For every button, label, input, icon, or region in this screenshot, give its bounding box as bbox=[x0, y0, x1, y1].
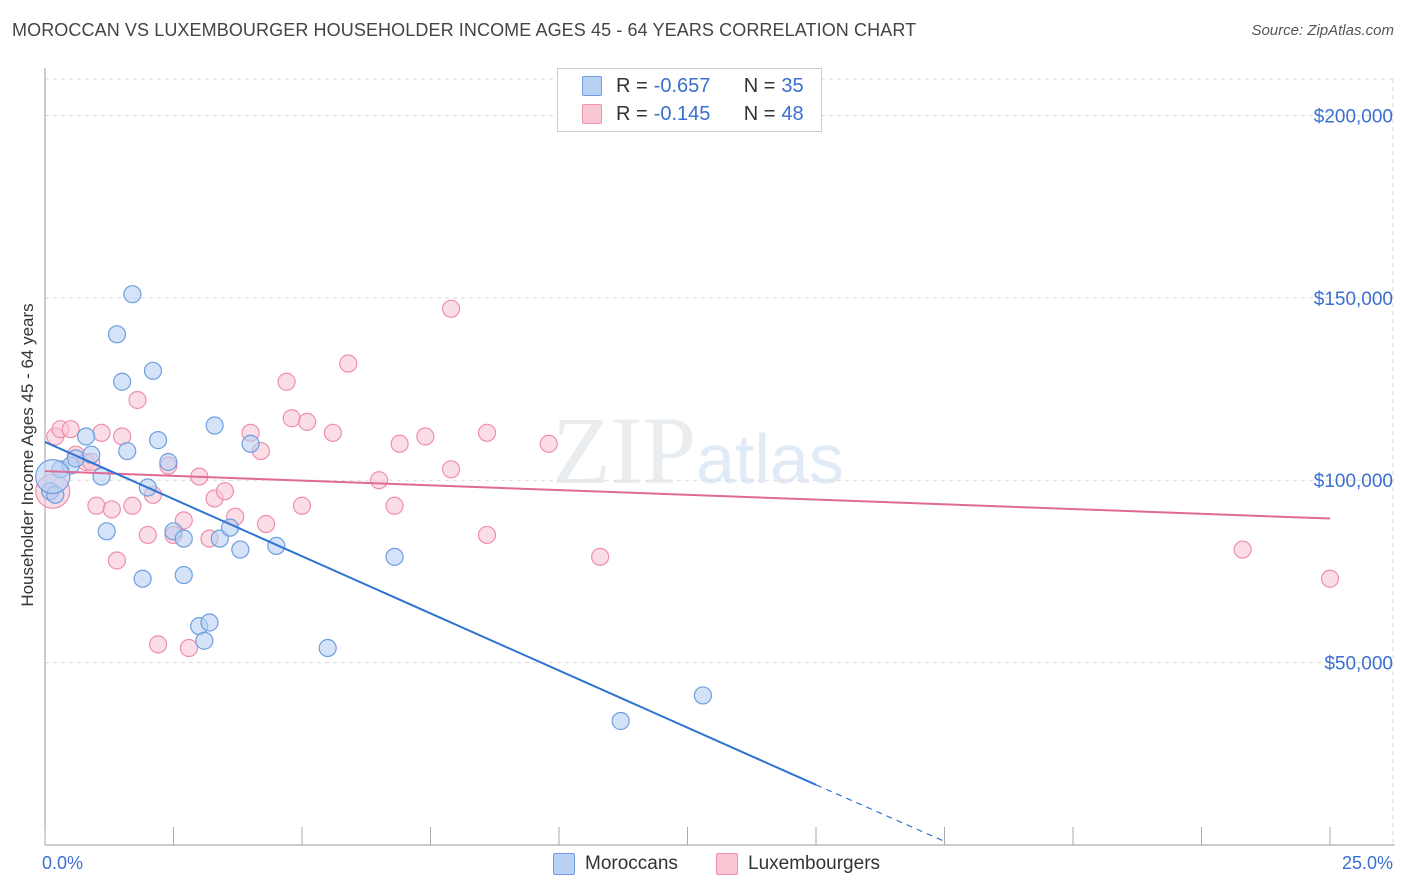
legend-n-label: N = bbox=[743, 74, 776, 97]
data-point-moroccans bbox=[195, 631, 214, 650]
bottom-legend-moroccans: Moroccans bbox=[553, 852, 678, 876]
data-point-luxembourgers bbox=[138, 525, 157, 545]
data-point-moroccans bbox=[118, 441, 137, 461]
data-point-moroccans bbox=[159, 452, 178, 472]
data-point-luxembourgers bbox=[107, 551, 127, 570]
correlation-legend: R = -0.657 N = 35 R = -0.145 N = 48 bbox=[557, 68, 822, 132]
y-tick-label: $150,000 bbox=[1314, 289, 1393, 310]
data-point-luxembourgers bbox=[282, 409, 301, 428]
data-point-luxembourgers bbox=[92, 423, 111, 442]
bottom-swatch-blue bbox=[553, 853, 575, 875]
data-point-moroccans bbox=[174, 529, 193, 548]
data-point-moroccans bbox=[143, 361, 163, 380]
data-point-luxembourgers bbox=[477, 525, 497, 545]
data-point-moroccans bbox=[241, 434, 260, 453]
legend-r-value: -0.657 bbox=[653, 74, 711, 97]
watermark: ZIPatlas bbox=[552, 395, 844, 506]
y-tick-label: $50,000 bbox=[1324, 654, 1393, 675]
data-point-luxembourgers bbox=[323, 423, 342, 442]
legend-r-value: -0.145 bbox=[653, 102, 711, 125]
data-point-luxembourgers bbox=[277, 372, 296, 391]
data-point-moroccans bbox=[107, 325, 127, 344]
x-tick-label: 0.0% bbox=[42, 853, 83, 873]
data-point-luxembourgers bbox=[292, 496, 312, 515]
data-point-luxembourgers bbox=[477, 423, 497, 442]
data-point-luxembourgers bbox=[123, 496, 142, 515]
data-point-luxembourgers bbox=[390, 434, 409, 453]
data-point-luxembourgers bbox=[591, 547, 610, 566]
y-tick-label: $200,000 bbox=[1314, 106, 1393, 127]
y-tick-label: $100,000 bbox=[1314, 471, 1393, 492]
legend-row-luxembourgers: R = -0.145 N = 48 bbox=[582, 102, 804, 126]
trend-line-luxembourgers bbox=[44, 470, 1331, 520]
legend-n-value: 35 bbox=[781, 74, 804, 97]
data-point-moroccans bbox=[693, 686, 713, 705]
data-point-luxembourgers bbox=[148, 635, 168, 654]
data-point-moroccans bbox=[318, 638, 337, 658]
data-point-luxembourgers bbox=[215, 482, 234, 501]
source-label: Source: ZipAtlas.com bbox=[1251, 22, 1394, 39]
watermark-main: ZIP bbox=[552, 397, 696, 504]
data-point-luxembourgers bbox=[1320, 569, 1340, 588]
data-point-moroccans bbox=[174, 565, 193, 585]
bottom-legend-label: Luxembourgers bbox=[748, 853, 881, 874]
data-point-moroccans bbox=[231, 540, 250, 559]
data-point-moroccans bbox=[123, 285, 142, 304]
data-point-moroccans bbox=[205, 416, 224, 435]
legend-row-moroccans: R = -0.657 N = 35 bbox=[582, 74, 804, 98]
data-point-luxembourgers bbox=[385, 496, 404, 515]
data-point-luxembourgers bbox=[87, 496, 106, 515]
bottom-swatch-pink bbox=[716, 853, 738, 875]
legend-n-label: N = bbox=[743, 102, 776, 125]
data-point-luxembourgers bbox=[256, 514, 276, 534]
data-point-luxembourgers bbox=[441, 460, 461, 479]
data-point-moroccans bbox=[97, 522, 116, 541]
data-point-luxembourgers bbox=[539, 434, 558, 453]
trend-line-moroccans-extension bbox=[815, 784, 945, 842]
data-point-luxembourgers bbox=[102, 500, 121, 519]
data-point-moroccans bbox=[112, 372, 132, 391]
legend-swatch-pink bbox=[582, 104, 602, 124]
data-point-luxembourgers bbox=[339, 354, 358, 373]
legend-r-label: R = bbox=[616, 102, 648, 125]
legend-r-label: R = bbox=[616, 74, 648, 97]
x-tick-label: 25.0% bbox=[1342, 853, 1393, 873]
data-point-luxembourgers bbox=[441, 299, 461, 318]
chart-title: MOROCCAN VS LUXEMBOURGER HOUSEHOLDER INC… bbox=[12, 20, 917, 40]
data-point-luxembourgers bbox=[128, 390, 147, 410]
data-point-moroccans bbox=[385, 547, 404, 566]
data-point-moroccans bbox=[200, 613, 219, 632]
watermark-sub: atlas bbox=[696, 420, 844, 498]
data-point-luxembourgers bbox=[298, 412, 317, 431]
legend-n-value: 48 bbox=[781, 102, 804, 125]
data-point-luxembourgers bbox=[370, 471, 389, 490]
legend-swatch-blue bbox=[582, 76, 602, 96]
data-point-luxembourgers bbox=[416, 427, 435, 446]
trend-line-moroccans bbox=[44, 441, 817, 786]
data-point-moroccans bbox=[133, 569, 152, 588]
bottom-legend-luxembourgers: Luxembourgers bbox=[716, 852, 880, 876]
bottom-legend-label: Moroccans bbox=[585, 853, 678, 874]
data-point-luxembourgers bbox=[1233, 540, 1252, 559]
data-point-moroccans bbox=[611, 711, 630, 731]
data-point-moroccans bbox=[148, 431, 168, 450]
data-point-luxembourgers bbox=[179, 638, 199, 658]
data-point-luxembourgers bbox=[61, 420, 80, 439]
data-point-moroccans bbox=[35, 458, 71, 495]
data-point-moroccans bbox=[77, 427, 96, 446]
